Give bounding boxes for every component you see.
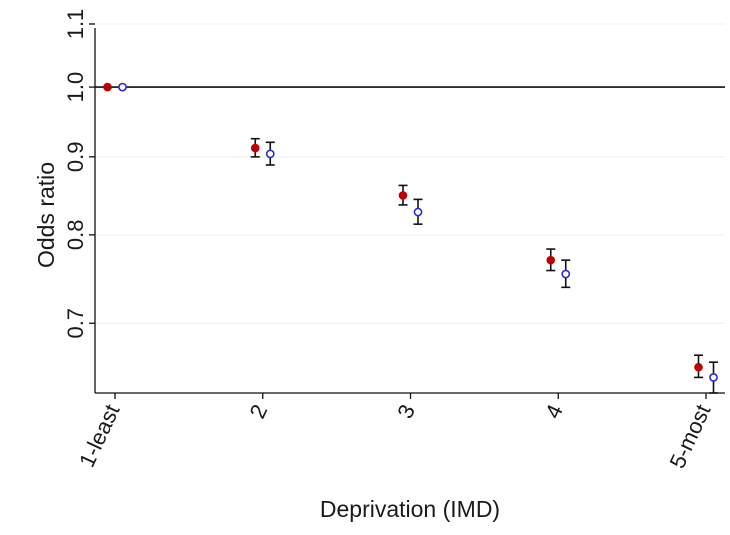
x-tick-label-3: 3 xyxy=(392,401,420,423)
point-s2-3 xyxy=(561,269,571,279)
y-axis-title: Odds ratio xyxy=(33,162,59,268)
point-s2-1 xyxy=(265,149,275,159)
point-s1-0 xyxy=(103,82,112,92)
point-s1-3 xyxy=(546,255,556,265)
x-tick-label-4: 4 xyxy=(540,401,568,423)
y-tick-label-0.7: 0.7 xyxy=(63,308,88,339)
point-s2-0 xyxy=(118,82,127,92)
tick-labels: 0.7 0.8 0.9 1.0 1.1 1-least 2 3 4 5-most xyxy=(63,9,716,472)
point-s1-1 xyxy=(250,143,260,153)
x-tick-label-2: 2 xyxy=(244,401,272,423)
point-s1-2 xyxy=(398,191,408,200)
y-tick-label-1.1: 1.1 xyxy=(63,9,88,40)
y-tick-label-1.0: 1.0 xyxy=(63,72,88,103)
x-axis-title: Deprivation (IMD) xyxy=(320,496,500,522)
data-marks xyxy=(103,82,718,394)
point-s2-4 xyxy=(709,373,718,382)
x-tick-label-5-most: 5-most xyxy=(664,401,715,473)
x-tick-label-1-least: 1-least xyxy=(74,401,125,471)
gridlines xyxy=(95,23,725,324)
point-s1-4 xyxy=(694,362,703,372)
y-tick-label-0.8: 0.8 xyxy=(63,220,88,251)
point-s2-2 xyxy=(413,207,423,217)
axes xyxy=(89,23,725,399)
y-tick-label-0.9: 0.9 xyxy=(63,142,88,173)
